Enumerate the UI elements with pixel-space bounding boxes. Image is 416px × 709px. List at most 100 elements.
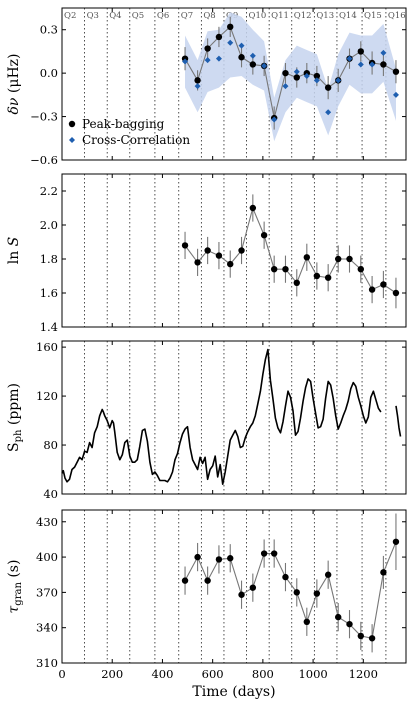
series-line: [184, 541, 397, 639]
y-tick-label: 370: [36, 585, 58, 599]
data-point: [238, 54, 245, 61]
y-axis-label: τgran (s): [6, 560, 24, 614]
y-tick-label: 160: [36, 340, 58, 354]
data-point: [227, 23, 234, 31]
plot-frame: [61, 340, 407, 495]
data-point: [215, 33, 223, 41]
y-tick-label: 1.8: [40, 252, 58, 266]
x-tick-label: 400: [151, 667, 173, 681]
data-point: [249, 61, 257, 68]
x-axis-label: Time (days): [192, 684, 275, 700]
data-point: [215, 556, 223, 563]
legend-marker-cross-correlation: [69, 137, 75, 143]
data-point-diamond: [261, 62, 268, 69]
data-point: [249, 584, 257, 591]
data-point: [215, 252, 223, 259]
uncertainty-band: [185, 12, 396, 142]
data-point: [194, 553, 201, 561]
data-point: [194, 77, 201, 84]
data-point: [357, 632, 365, 640]
data-point-diamond: [271, 116, 278, 123]
data-point: [238, 591, 245, 598]
data-point: [204, 247, 211, 254]
data-point: [368, 286, 376, 293]
data-point: [293, 279, 300, 286]
data-point-diamond: [215, 55, 222, 62]
plot-frame: [61, 509, 407, 664]
data-point: [313, 72, 321, 80]
data-point: [204, 45, 211, 52]
data-point-diamond: [227, 39, 234, 46]
data-point-diamond: [313, 77, 320, 84]
y-tick-label: 1.6: [40, 286, 58, 300]
data-point: [303, 254, 311, 261]
y-tick-label: 0.0: [40, 66, 58, 80]
data-point-diamond: [303, 73, 310, 80]
legend: Peak-bagging Cross-Correlation: [68, 117, 190, 147]
data-point: [260, 550, 268, 557]
y-tick-label: −0.3: [30, 110, 58, 124]
y-axis-label: ln S: [6, 237, 22, 265]
data-point: [380, 569, 387, 576]
quarter-label: Q10: [249, 11, 267, 21]
data-point: [282, 573, 289, 581]
y-tick-label: −0.6: [30, 153, 58, 167]
data-point: [238, 247, 245, 254]
plot-frame: [61, 173, 407, 328]
data-point: [335, 613, 342, 621]
data-point: [346, 620, 353, 628]
data-point: [313, 272, 321, 280]
legend-label: Peak-bagging: [82, 117, 165, 131]
data-point-diamond: [369, 61, 376, 68]
data-point-diamond: [325, 109, 332, 116]
data-point-diamond: [293, 68, 300, 75]
y-tick-label: 340: [36, 621, 58, 635]
panel-photometric-activity: 40 80 120 160 Sph (ppm): [6, 340, 407, 501]
panel-frequency-shift: Q2Q3Q4Q5Q6Q7Q8Q9Q10Q11Q12Q13Q14Q15Q16−0.…: [6, 7, 407, 167]
data-point: [194, 259, 201, 266]
plot-frame: [61, 7, 407, 161]
data-point: [260, 232, 268, 239]
data-point: [324, 84, 332, 91]
data-point-diamond: [380, 49, 387, 56]
data-point: [368, 635, 376, 642]
quarter-label: Q12: [294, 11, 312, 21]
y-axis-label: Sph (ppm): [6, 383, 24, 452]
x-tick-label: 200: [101, 667, 123, 681]
quarter-label: Q16: [388, 11, 406, 21]
y-tick-label: 400: [36, 550, 58, 564]
data-point-diamond: [392, 91, 399, 98]
y-tick-label: 80: [43, 438, 58, 452]
data-point: [181, 242, 189, 249]
data-point-diamond: [249, 52, 256, 59]
x-tick-label: 800: [252, 667, 274, 681]
data-point: [313, 590, 321, 597]
quarter-label: Q8: [203, 11, 215, 21]
data-point: [282, 266, 289, 273]
y-tick-label: 2.0: [40, 218, 58, 232]
data-point: [392, 538, 400, 545]
series-line: [61, 348, 382, 486]
data-point-diamond: [357, 61, 364, 68]
data-point: [270, 266, 278, 273]
x-tick-label: 1000: [298, 667, 327, 681]
y-tick-label: 2.2: [40, 184, 58, 198]
data-point: [249, 204, 257, 212]
y-tick-label: 310: [36, 656, 58, 670]
y-axis-label: δν (μHz): [6, 53, 22, 114]
data-point-diamond: [194, 83, 201, 90]
data-point: [303, 618, 311, 626]
legend-marker-peak-bagging: [68, 120, 76, 128]
data-point: [227, 555, 234, 562]
quarter-label: Q6: [157, 11, 169, 21]
series-line: [395, 405, 402, 437]
data-point: [380, 281, 387, 288]
quarter-label: Q11: [271, 11, 289, 21]
x-tick-label: 1200: [349, 667, 378, 681]
data-point: [227, 260, 234, 268]
data-point: [380, 61, 387, 68]
data-point: [335, 255, 342, 263]
data-point-diamond: [282, 83, 289, 90]
quarter-label: Q3: [87, 11, 99, 21]
